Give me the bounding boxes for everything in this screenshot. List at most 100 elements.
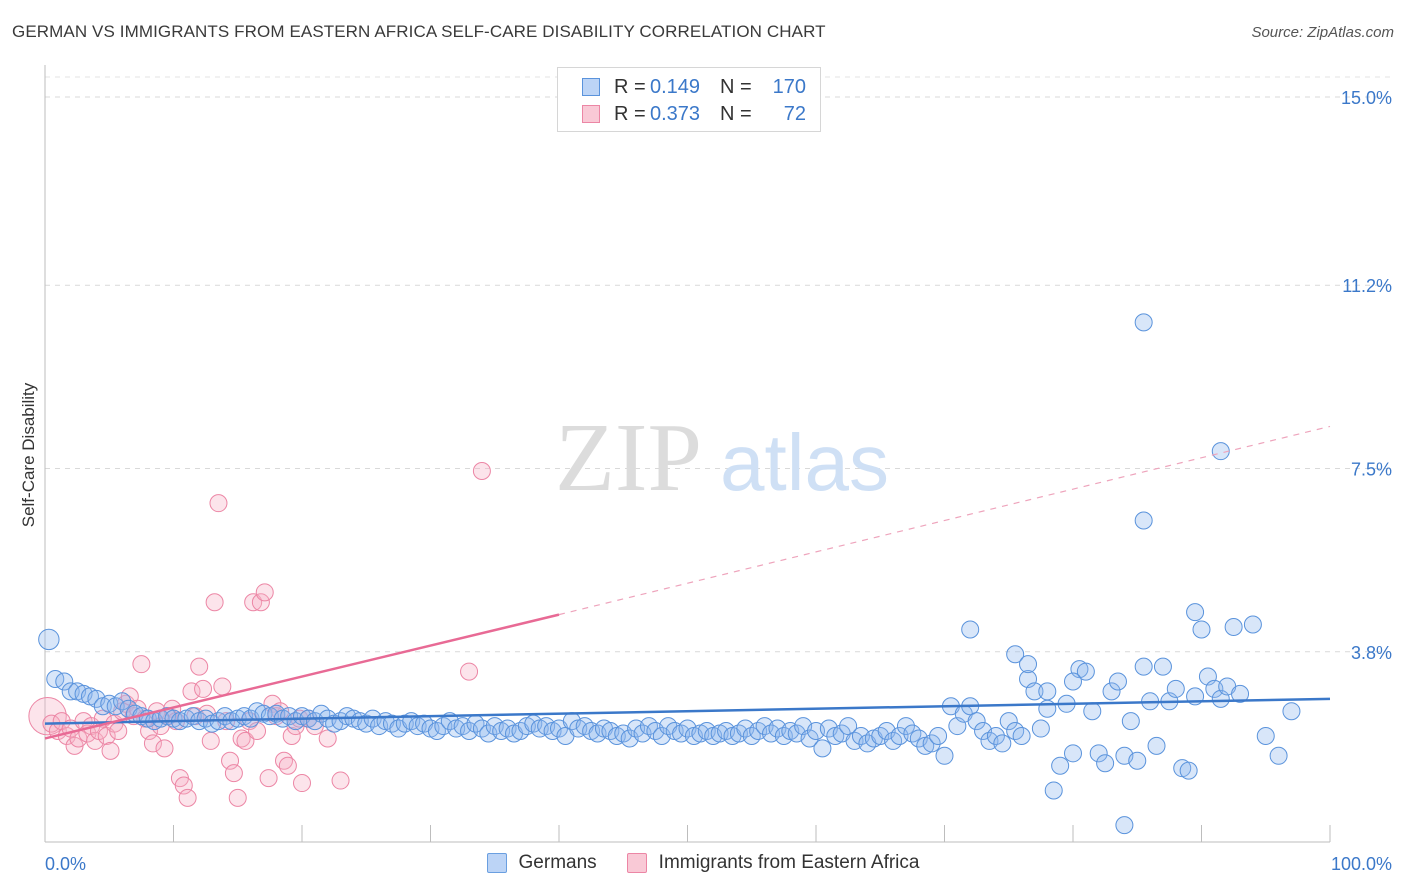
watermark-atlas: atlas <box>720 418 889 507</box>
germans-trend-line <box>44 697 1331 725</box>
german-point <box>1231 684 1250 703</box>
german-point <box>1147 736 1166 755</box>
immigrant-point <box>132 655 151 674</box>
legend-label-germans: Germans <box>518 852 597 873</box>
german-point <box>1134 657 1153 676</box>
stats-legend: R = 0.149 N = 170 R = 0.373 N = 72 <box>557 67 821 132</box>
german-point <box>1192 620 1211 639</box>
legend-swatch-immigrants <box>626 853 647 873</box>
german-point <box>1282 702 1301 721</box>
series-legend: Germans Immigrants from Eastern Africa <box>0 852 1406 874</box>
legend-r-value: 0.149 <box>650 75 701 98</box>
german-point <box>986 726 1005 745</box>
immigrant-point <box>209 494 228 513</box>
legend-swatch-germans <box>582 78 600 96</box>
legend-label-immigrants: Immigrants from Eastern Africa <box>658 852 920 873</box>
german-point <box>1128 751 1147 770</box>
immigrants-trend-extension <box>558 425 1331 616</box>
trend-lines <box>44 425 1331 740</box>
immigrant-point <box>236 731 255 750</box>
y-tick-label: 7.5% <box>1351 460 1392 480</box>
german-point <box>1153 657 1172 676</box>
german-point <box>1076 662 1095 681</box>
immigrant-point <box>228 788 247 807</box>
german-point <box>1243 615 1262 634</box>
legend-swatch-immigrants <box>582 105 600 123</box>
german-point <box>1038 699 1057 718</box>
immigrant-point <box>278 756 297 775</box>
tick-labels: 3.8% 7.5% 11.2% 15.0% 0.0% 100.0% <box>45 88 1392 874</box>
legend-item-immigrants[interactable]: Immigrants from Eastern Africa <box>626 852 920 874</box>
immigrant-point <box>201 731 220 750</box>
immigrant-point <box>255 583 274 602</box>
german-point <box>1044 781 1063 800</box>
y-axis-label: Self-Care Disability <box>19 382 38 527</box>
immigrant-point <box>205 593 224 612</box>
german-point <box>55 672 74 691</box>
legend-r-label: R = <box>614 75 646 98</box>
legend-row-immigrants: R = 0.373 N = 72 <box>582 103 806 125</box>
immigrant-point <box>109 722 128 741</box>
german-point <box>1006 645 1025 664</box>
german-point <box>999 712 1018 731</box>
immigrants-points <box>28 461 491 807</box>
german-point <box>1256 726 1275 745</box>
german-point <box>1224 618 1243 637</box>
legend-item-germans[interactable]: Germans <box>486 852 597 874</box>
x-tick-label-start: 0.0% <box>45 854 86 874</box>
immigrant-point <box>194 679 213 698</box>
legend-n-label: N = <box>720 102 752 125</box>
immigrant-point <box>224 764 243 783</box>
legend-n-value: 72 <box>783 102 806 125</box>
legend-swatch-germans <box>486 853 507 873</box>
german-point <box>1121 712 1140 731</box>
immigrant-point <box>178 788 197 807</box>
german-point <box>993 734 1012 753</box>
source-label: Source: ZipAtlas.com <box>1251 24 1394 41</box>
german-point <box>922 734 941 753</box>
german-point <box>1051 756 1070 775</box>
legend-r-label: R = <box>614 102 646 125</box>
german-point <box>896 717 915 736</box>
y-tick-label: 15.0% <box>1341 88 1392 108</box>
german-point <box>1064 672 1082 691</box>
immigrant-point <box>259 769 278 788</box>
immigrant-point <box>251 593 270 612</box>
german-point <box>1166 679 1185 698</box>
german-point <box>935 746 954 765</box>
german-point <box>800 729 819 748</box>
german-point <box>1269 746 1288 765</box>
german-point <box>1038 682 1057 701</box>
watermark-zip: ZIP <box>555 404 702 512</box>
immigrant-point <box>101 741 120 760</box>
immigrant-point <box>293 774 311 793</box>
y-tick-label: 11.2% <box>1342 276 1392 296</box>
y-tick-label: 3.8% <box>1351 643 1392 663</box>
german-point <box>839 717 858 736</box>
german-point <box>1089 744 1108 763</box>
german-point <box>1134 511 1153 530</box>
german-point <box>1031 719 1050 738</box>
chart-title: GERMAN VS IMMIGRANTS FROM EASTERN AFRICA… <box>12 22 826 41</box>
immigrant-point <box>282 726 301 745</box>
german-point <box>38 628 60 651</box>
immigrants-trend-line <box>44 613 560 740</box>
german-point <box>1025 682 1044 701</box>
immigrant-point <box>182 682 201 701</box>
german-point <box>1019 655 1038 674</box>
legend-r-value: 0.373 <box>650 102 701 125</box>
german-point <box>1134 313 1153 332</box>
german-point <box>967 712 986 731</box>
german-point <box>1102 682 1121 701</box>
immigrant-point <box>244 593 263 612</box>
legend-n-label: N = <box>720 75 752 98</box>
x-tick-label-end: 100.0% <box>1331 854 1392 874</box>
immigrant-point <box>213 677 232 696</box>
axes <box>44 65 1331 843</box>
legend-n-value: 170 <box>772 75 806 98</box>
immigrant-point <box>143 734 162 753</box>
immigrant-point <box>155 739 174 758</box>
legend-row-germans: R = 0.149 N = 170 <box>582 76 806 98</box>
immigrant-point <box>86 731 105 750</box>
